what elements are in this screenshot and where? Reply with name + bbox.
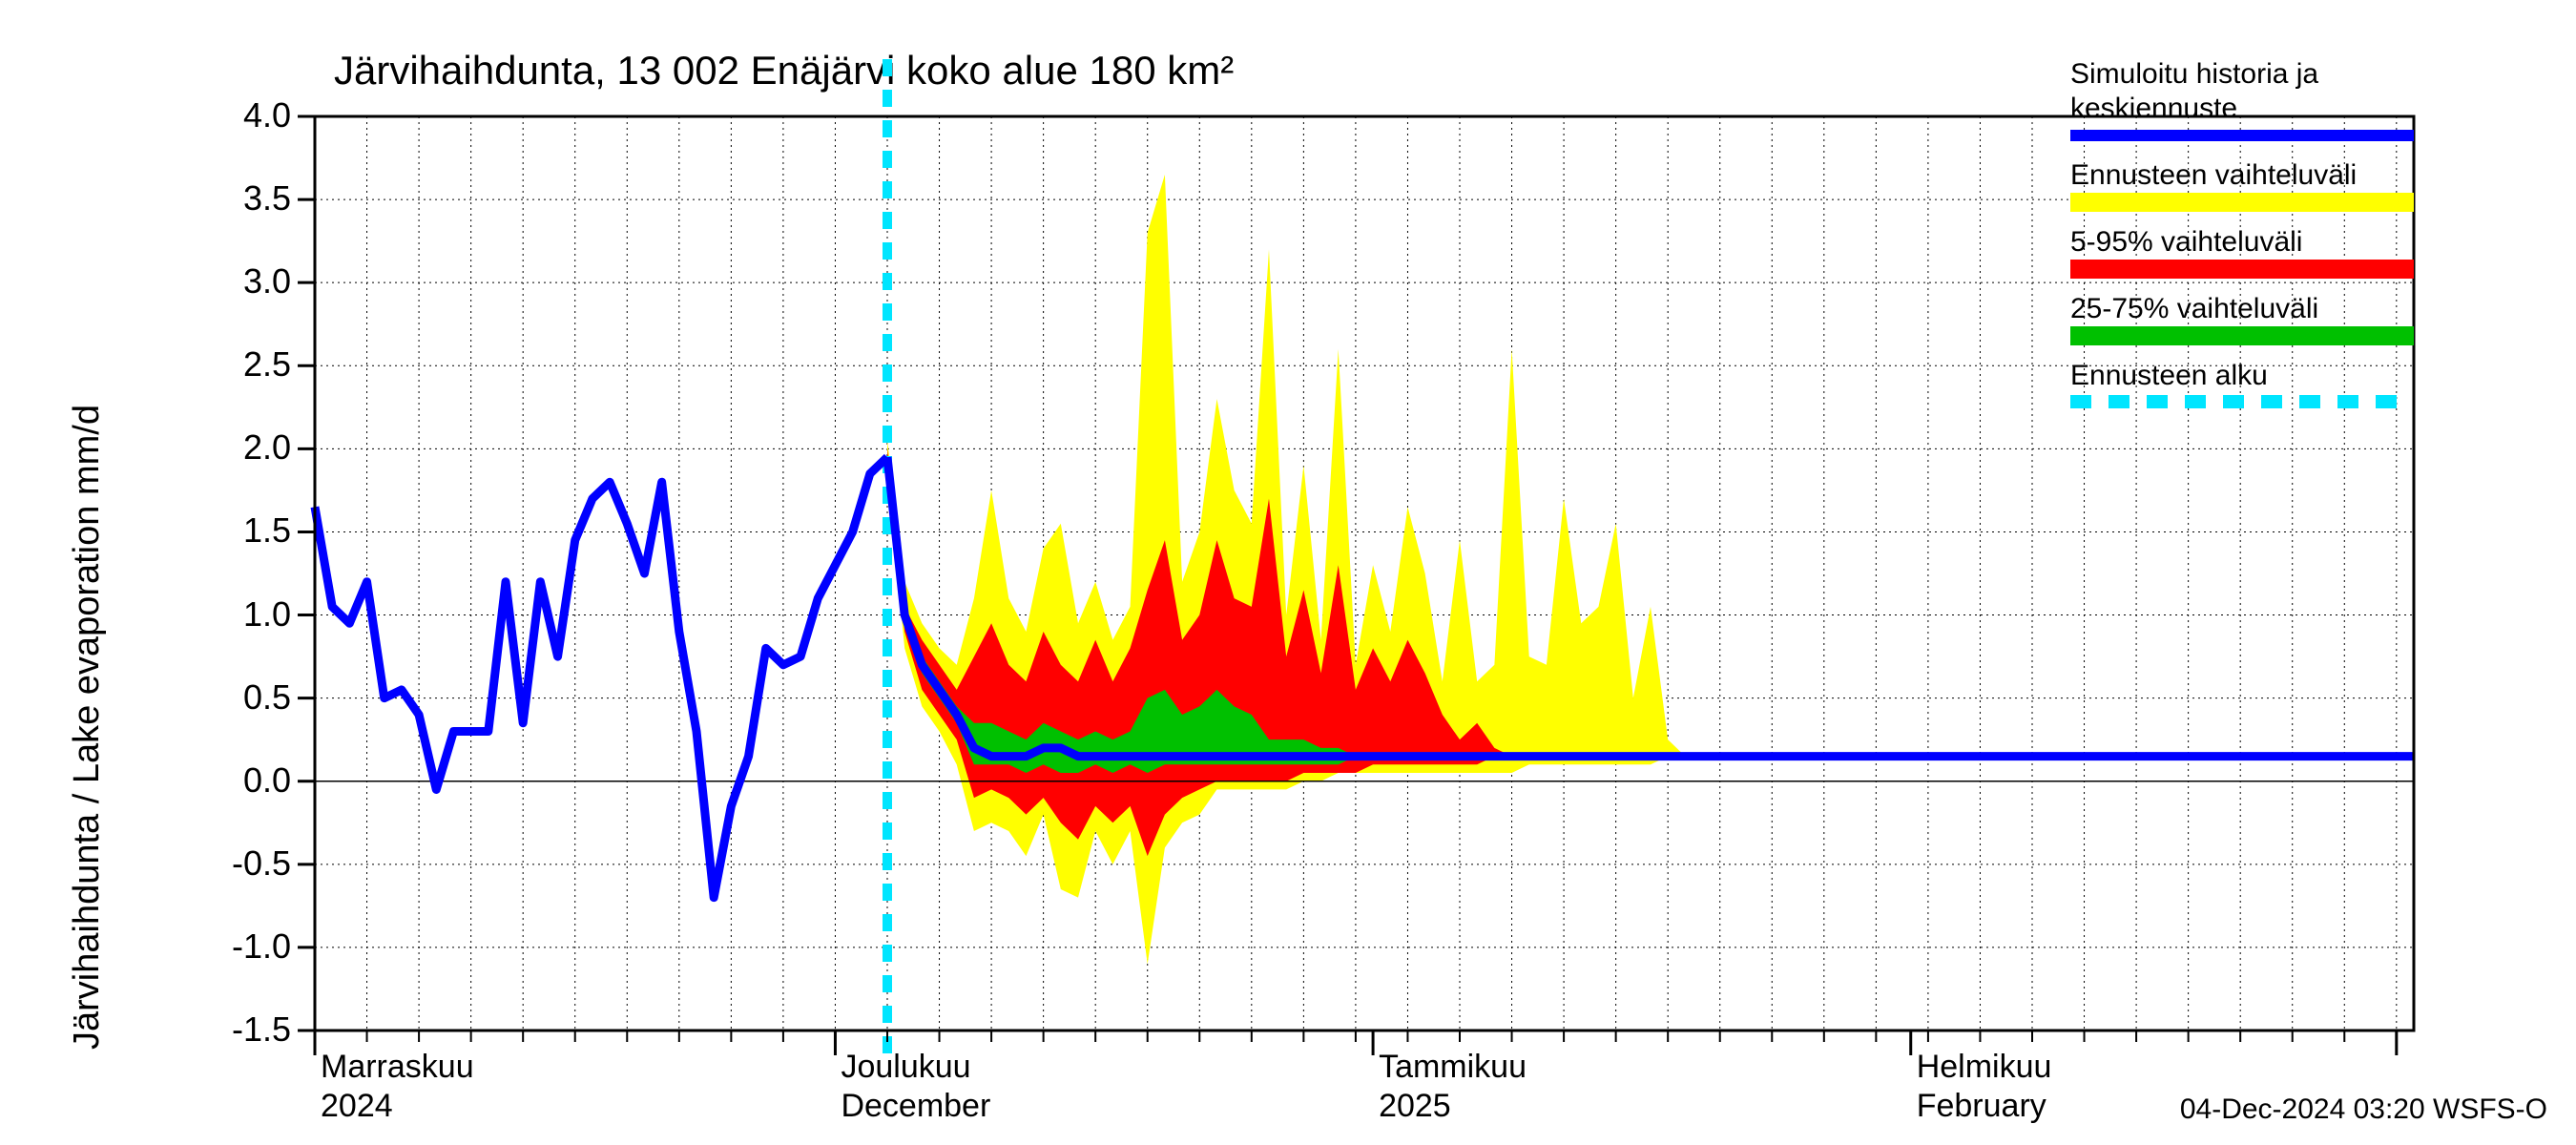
legend-swatch xyxy=(2070,326,2414,345)
x-month-label: HelmikuuFebruary xyxy=(1917,1048,2052,1126)
legend-label: 25-75% vaihteluväli xyxy=(2070,292,2318,326)
y-tick: 0.5 xyxy=(205,677,291,718)
y-tick: 2.0 xyxy=(205,427,291,468)
y-tick: 3.0 xyxy=(205,261,291,302)
y-tick: 3.5 xyxy=(205,178,291,219)
legend-swatch xyxy=(2070,193,2414,212)
legend-label: Ennusteen vaihteluväli xyxy=(2070,158,2357,193)
legend-label: Ennusteen alku xyxy=(2070,359,2268,393)
legend-label: keskiennuste xyxy=(2070,92,2237,126)
legend-label: 5-95% vaihteluväli xyxy=(2070,225,2302,260)
footer-timestamp: 04-Dec-2024 03:20 WSFS-O xyxy=(2180,1093,2547,1126)
x-month-label: Marraskuu2024 xyxy=(321,1048,474,1126)
legend-label: Simuloitu historia ja xyxy=(2070,57,2318,92)
y-tick: -1.5 xyxy=(205,1010,291,1050)
legend-swatch xyxy=(2070,260,2414,279)
x-month-label: Tammikuu2025 xyxy=(1379,1048,1527,1126)
y-tick: 0.0 xyxy=(205,760,291,801)
chart-container: Järvihaihdunta, 13 002 Enäjärvi koko alu… xyxy=(0,0,2576,1145)
legend-swatch xyxy=(2070,130,2414,141)
y-tick: 1.5 xyxy=(205,510,291,551)
y-tick: 2.5 xyxy=(205,344,291,385)
y-tick: -0.5 xyxy=(205,843,291,884)
y-tick: 1.0 xyxy=(205,594,291,635)
legend-swatch xyxy=(2070,395,2414,408)
y-tick: 4.0 xyxy=(205,95,291,135)
x-month-label: JoulukuuDecember xyxy=(841,1048,990,1126)
y-tick: -1.0 xyxy=(205,926,291,967)
